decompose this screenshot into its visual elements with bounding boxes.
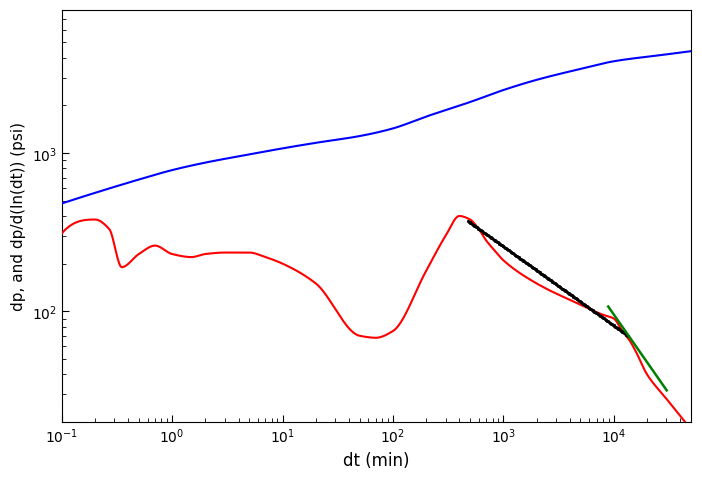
- X-axis label: dt (min): dt (min): [343, 451, 409, 469]
- Y-axis label: dp, and dp/d(ln(dt)) (psi): dp, and dp/d(ln(dt)) (psi): [11, 122, 26, 311]
